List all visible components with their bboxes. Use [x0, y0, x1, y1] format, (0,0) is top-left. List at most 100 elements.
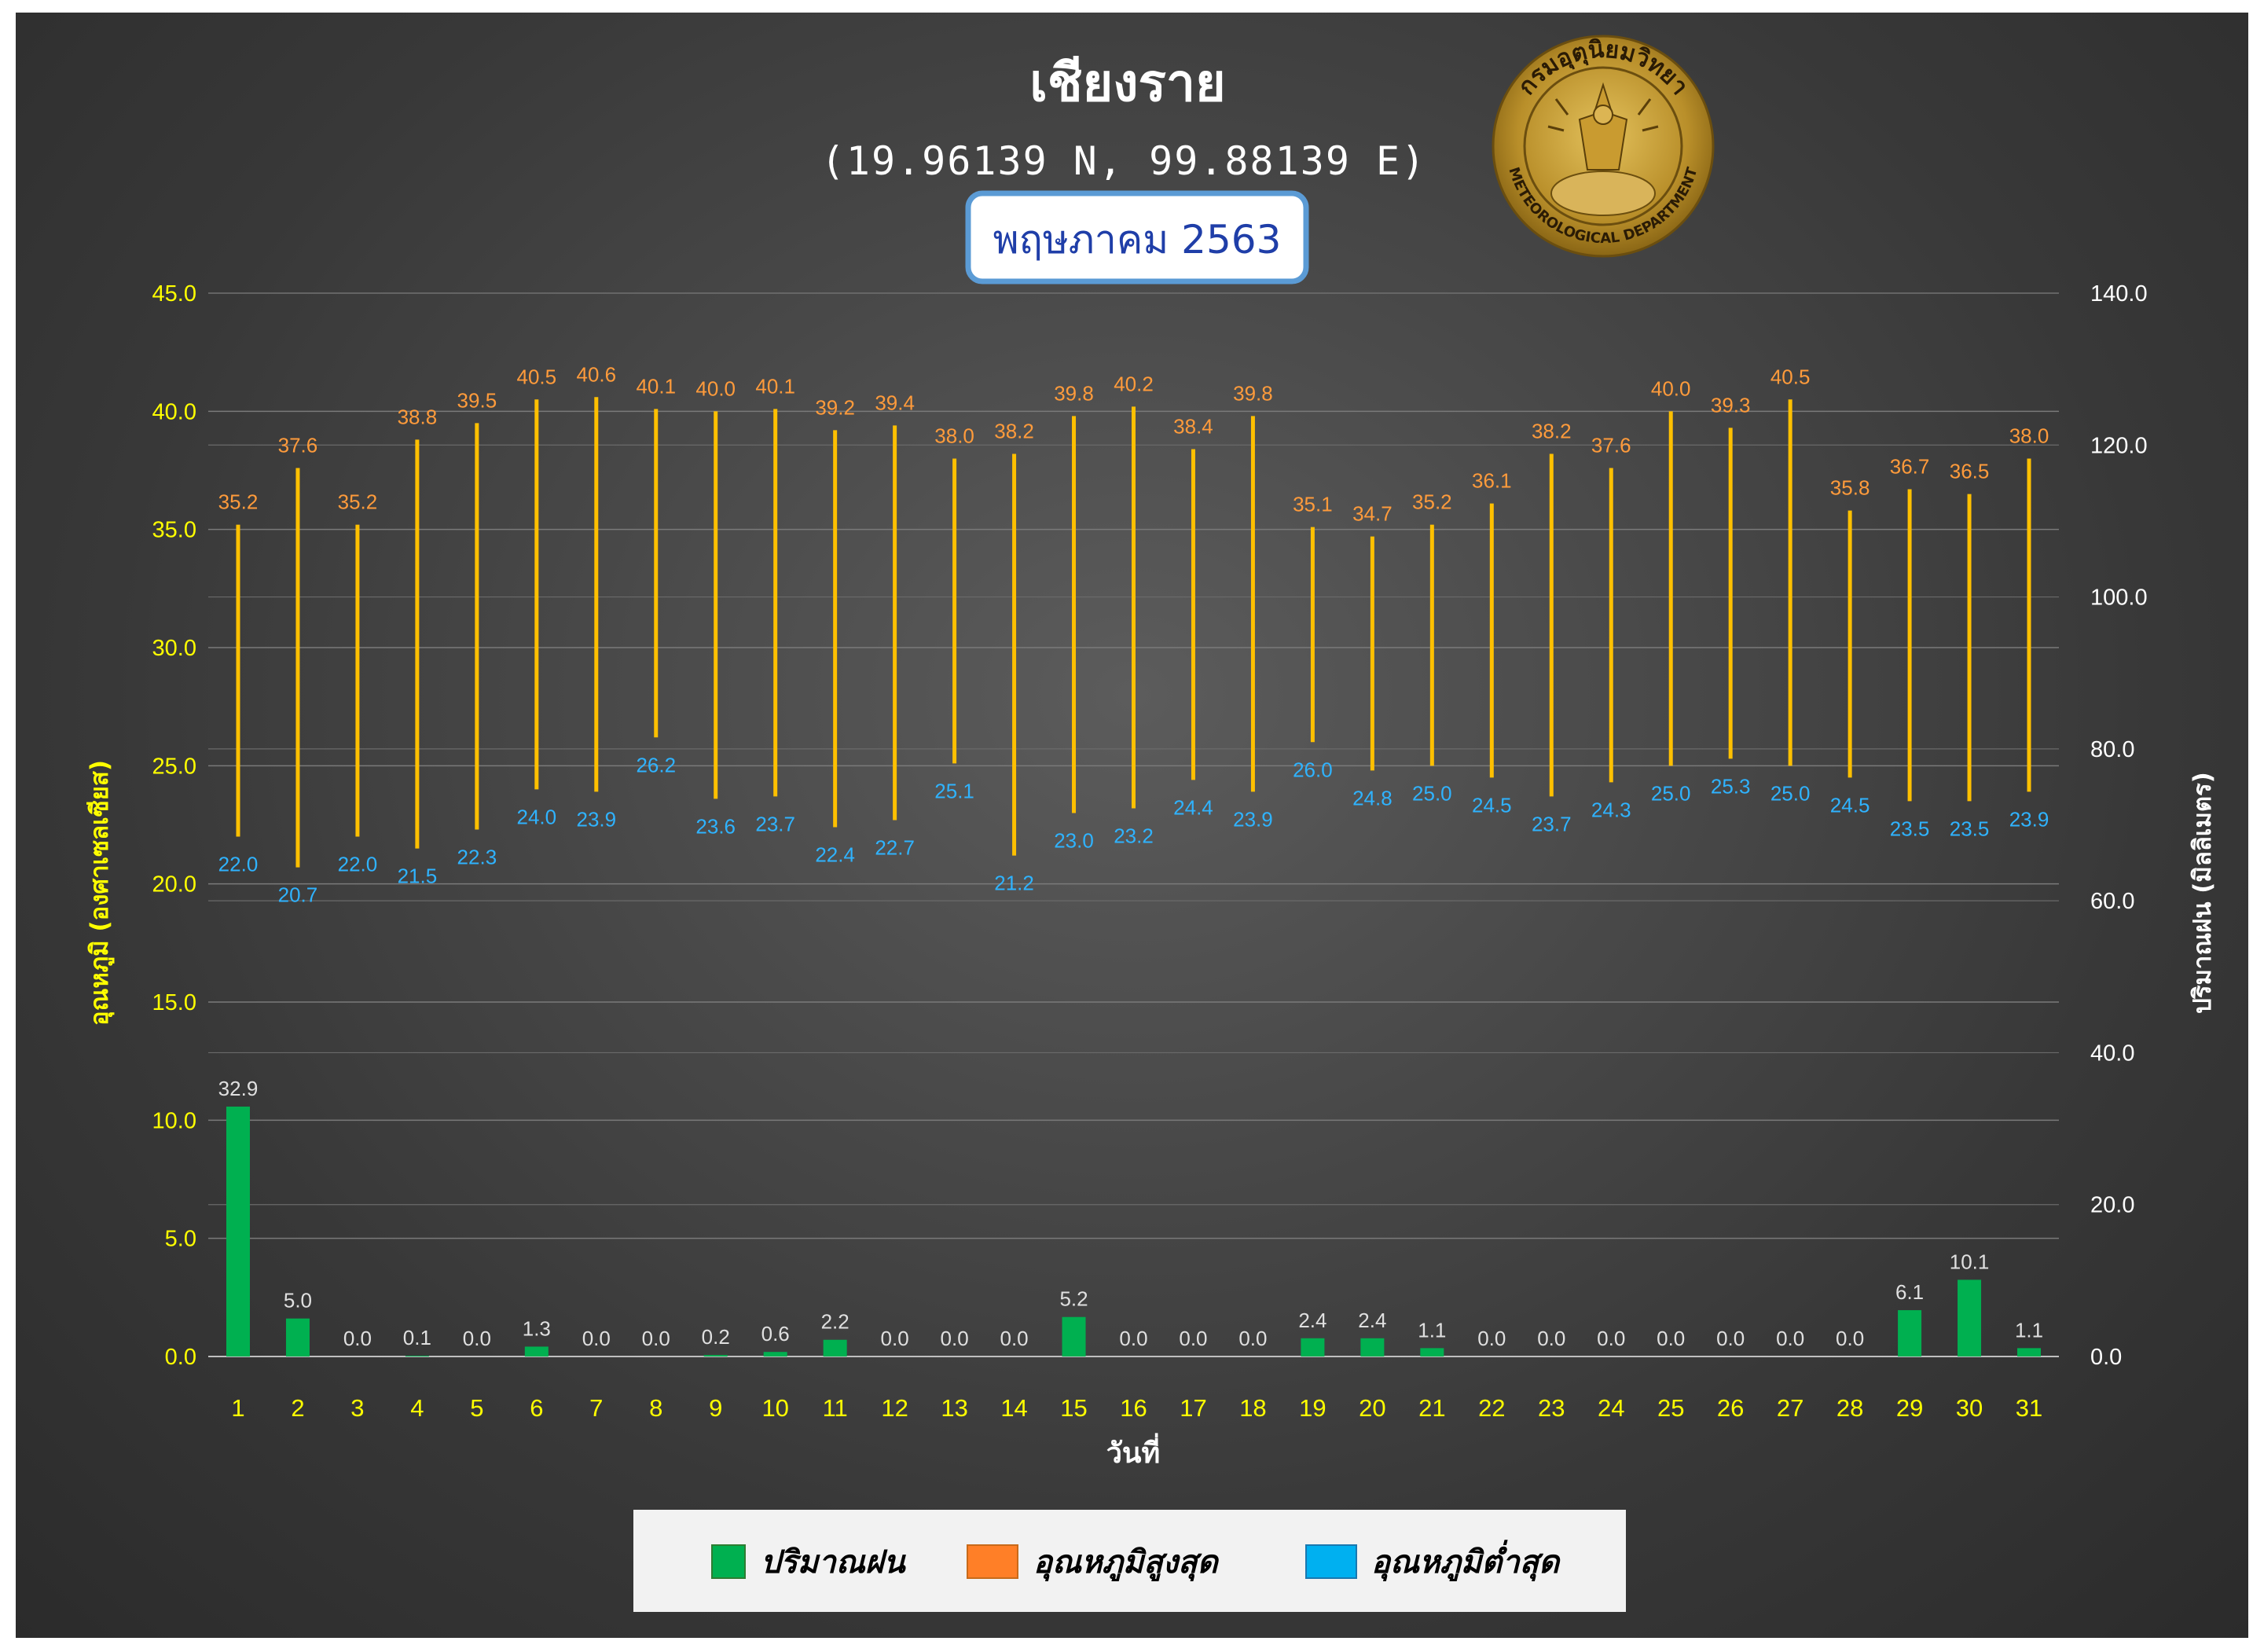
- left-tick-label-1: 5.0: [165, 1227, 196, 1252]
- max-temp-label-11: 39.2: [815, 395, 855, 419]
- max-temp-label-31: 38.0: [2009, 424, 2049, 447]
- right-tick-label-1: 20.0: [2090, 1193, 2134, 1218]
- rain-bar-2: [285, 1318, 310, 1356]
- rain-bar-10: [763, 1352, 787, 1356]
- rain-bar-9: [703, 1355, 728, 1356]
- rain-bar-15: [1062, 1316, 1086, 1356]
- min-temp-label-30: 23.5: [1950, 817, 1990, 840]
- rain-label-21: 1.1: [1418, 1318, 1446, 1342]
- min-temp-label-14: 21.2: [994, 872, 1034, 895]
- max-temp-label-21: 35.2: [1412, 490, 1452, 514]
- x-tick-label-10: 10: [761, 1394, 788, 1422]
- x-tick-label-9: 9: [709, 1394, 722, 1422]
- left-tick-label-6: 30.0: [152, 636, 196, 661]
- legend-swatch-max: [967, 1544, 1018, 1579]
- max-temp-label-4: 38.8: [398, 405, 438, 428]
- min-temp-label-31: 23.9: [2009, 807, 2049, 831]
- left-tick-label-8: 40.0: [152, 399, 196, 424]
- rain-bar-29: [1898, 1310, 1922, 1356]
- right-axis-title: ปริมาณฝน (มิลลิเมตร): [2189, 772, 2217, 1014]
- x-tick-label-2: 2: [291, 1394, 304, 1422]
- legend-swatch-min: [1305, 1544, 1357, 1579]
- min-temp-label-17: 24.4: [1173, 795, 1213, 819]
- rain-label-2: 5.0: [284, 1289, 312, 1312]
- right-tick-label-4: 80.0: [2090, 737, 2134, 762]
- period-badge: [965, 190, 1309, 285]
- rain-bar-21: [1420, 1348, 1444, 1356]
- rain-bar-11: [823, 1339, 847, 1356]
- rain-label-1: 32.9: [218, 1077, 259, 1100]
- min-temp-label-13: 25.1: [934, 779, 974, 802]
- x-tick-label-17: 17: [1180, 1394, 1206, 1422]
- x-tick-label-31: 31: [2016, 1394, 2042, 1422]
- rain-label-20: 2.4: [1358, 1309, 1386, 1332]
- right-tick-label-0: 0.0: [2090, 1345, 2122, 1370]
- x-tick-label-8: 8: [649, 1394, 662, 1422]
- left-tick-label-4: 20.0: [152, 872, 196, 898]
- rain-label-25: 0.0: [1657, 1327, 1685, 1350]
- max-temp-label-18: 39.8: [1233, 381, 1273, 405]
- min-temp-label-15: 23.0: [1054, 828, 1094, 852]
- max-temp-label-13: 38.0: [934, 424, 974, 447]
- rain-label-22: 0.0: [1477, 1327, 1506, 1350]
- x-tick-label-18: 18: [1239, 1394, 1266, 1422]
- legend-label-rain: ปริมาณฝน: [761, 1544, 906, 1580]
- x-tick-label-6: 6: [530, 1394, 543, 1422]
- rain-label-6: 1.3: [523, 1316, 551, 1340]
- chart-canvas: เชียงราย (19.96139 N, 99.88139 E) พฤษภาค…: [86, 35, 2217, 1612]
- min-temp-label-20: 24.8: [1352, 786, 1393, 809]
- max-temp-label-6: 40.5: [517, 365, 557, 388]
- rain-label-31: 1.1: [2015, 1318, 2043, 1342]
- legend: ปริมาณฝน อุณหภูมิสูงสุด อุณหภูมิต่ำสุด: [633, 1510, 1626, 1612]
- x-tick-label-14: 14: [1000, 1394, 1027, 1422]
- legend-swatch-rain: [711, 1544, 746, 1579]
- min-temp-label-2: 20.7: [278, 883, 318, 907]
- legend-label-max: อุณหภูมิสูงสุด: [1033, 1544, 1220, 1582]
- min-temp-label-10: 23.7: [755, 812, 795, 835]
- max-temp-label-14: 38.2: [994, 419, 1034, 442]
- min-temp-label-25: 25.0: [1651, 781, 1691, 805]
- min-temp-label-1: 22.0: [218, 853, 259, 876]
- rain-label-24: 0.0: [1597, 1327, 1625, 1350]
- max-temp-label-28: 35.8: [1830, 476, 1870, 500]
- rain-label-26: 0.0: [1716, 1327, 1745, 1350]
- min-temp-label-26: 25.3: [1711, 774, 1751, 798]
- min-temp-label-29: 23.5: [1890, 817, 1930, 840]
- x-tick-label-23: 23: [1538, 1394, 1565, 1422]
- rain-label-9: 0.2: [702, 1325, 730, 1349]
- min-temp-label-18: 23.9: [1233, 807, 1273, 831]
- min-temp-label-11: 22.4: [815, 843, 855, 867]
- rain-bar-1: [226, 1107, 250, 1356]
- left-tick-label-7: 35.0: [152, 518, 196, 543]
- x-tick-label-21: 21: [1418, 1394, 1445, 1422]
- min-temp-label-21: 25.0: [1412, 781, 1452, 805]
- rain-bar-20: [1360, 1338, 1385, 1356]
- min-temp-label-19: 26.0: [1293, 758, 1333, 781]
- rain-label-23: 0.0: [1537, 1327, 1565, 1350]
- x-tick-label-20: 20: [1359, 1394, 1385, 1422]
- right-tick-label-7: 140.0: [2090, 281, 2148, 307]
- x-tick-label-28: 28: [1837, 1394, 1863, 1422]
- max-temp-label-27: 40.5: [1770, 365, 1811, 388]
- x-tick-label-26: 26: [1717, 1394, 1744, 1422]
- x-tick-label-1: 1: [231, 1394, 244, 1422]
- max-temp-label-24: 37.6: [1591, 433, 1631, 457]
- x-tick-label-7: 7: [589, 1394, 603, 1422]
- rain-label-7: 0.0: [582, 1327, 611, 1350]
- right-tick-label-6: 120.0: [2090, 433, 2148, 458]
- rain-bar-6: [524, 1346, 549, 1356]
- max-temp-label-20: 34.7: [1352, 502, 1393, 526]
- x-tick-label-11: 11: [823, 1394, 848, 1422]
- x-tick-label-4: 4: [410, 1394, 424, 1422]
- max-temp-label-7: 40.6: [576, 362, 616, 386]
- max-temp-label-23: 38.2: [1532, 419, 1572, 442]
- rain-label-4: 0.1: [403, 1326, 431, 1349]
- x-tick-label-27: 27: [1777, 1394, 1803, 1422]
- min-temp-label-5: 22.3: [457, 846, 497, 869]
- max-temp-label-8: 40.1: [636, 374, 676, 398]
- max-temp-label-29: 36.7: [1890, 455, 1930, 479]
- rain-label-3: 0.0: [343, 1327, 372, 1350]
- right-tick-label-2: 40.0: [2090, 1041, 2134, 1066]
- right-tick-label-3: 60.0: [2090, 889, 2134, 914]
- x-tick-label-24: 24: [1598, 1394, 1624, 1422]
